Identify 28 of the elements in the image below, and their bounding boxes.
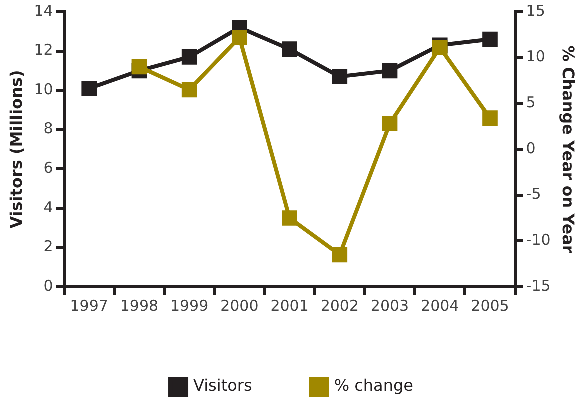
x-tick-label: 2004 (421, 296, 460, 315)
y-tick-label: 0 (44, 276, 54, 295)
y-tick-label: 4 (44, 198, 54, 216)
y-tick-label: 14 (34, 2, 54, 20)
legend-label: Visitors (194, 376, 252, 396)
x-tick-label: 1998 (120, 296, 159, 315)
y-tick-label: 2 (44, 238, 54, 256)
x-tick-label: 2001 (270, 296, 309, 315)
y2-tick-label: 10 (526, 48, 546, 66)
y-axis-title: Visitors (Millions) (6, 70, 26, 229)
x-tick-label: 2003 (370, 296, 410, 315)
y2-tick-label: -5 (526, 185, 542, 204)
y2-tick-label: -15 (526, 276, 551, 295)
y2-tick-label: -10 (526, 231, 551, 250)
y2-axis-title: % Change Year on Year (559, 46, 578, 254)
y2-tick-label: 0 (526, 139, 536, 158)
x-tick-label: 1997 (70, 296, 108, 315)
legend-label: % change (334, 376, 414, 396)
y-tick-label: 10 (34, 80, 54, 98)
y-tick-label: 8 (44, 120, 54, 138)
x-tick-label: 2002 (320, 296, 359, 315)
y2-tick-label: 5 (526, 94, 536, 112)
x-tick-label: 1999 (170, 296, 209, 315)
x-tick-label: 2000 (220, 296, 259, 315)
y-tick-label: 6 (44, 159, 54, 178)
y-tick-label: 12 (34, 41, 54, 60)
x-tick-label: 2005 (471, 296, 510, 315)
y2-tick-label: 15 (526, 2, 546, 20)
